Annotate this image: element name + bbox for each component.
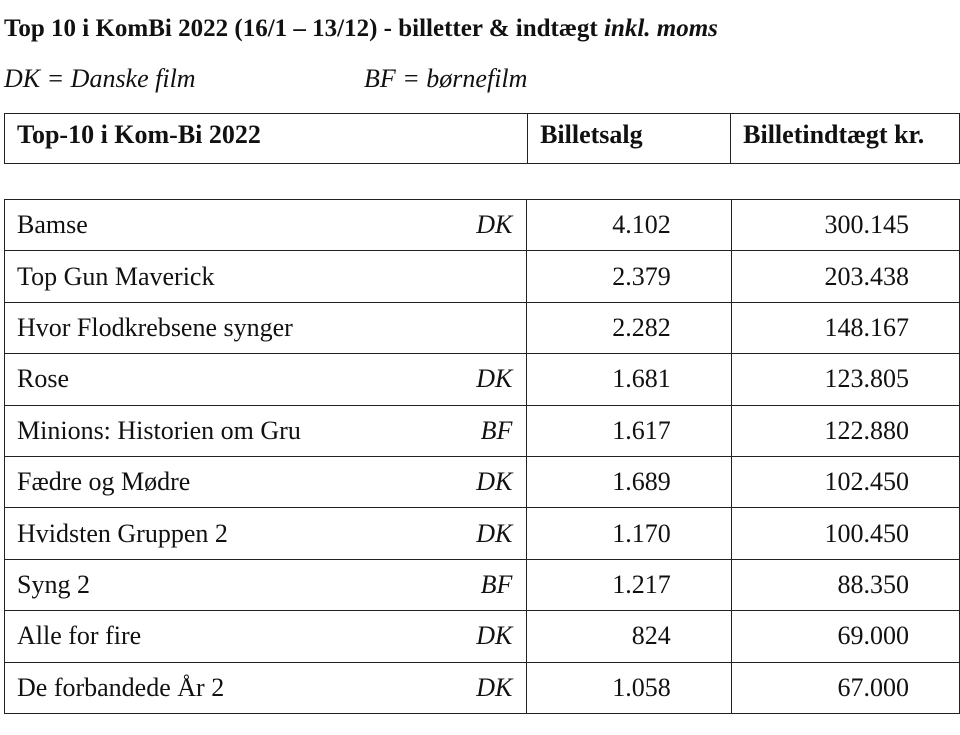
ticket-sales-value: 2.282 <box>526 301 732 355</box>
film-category-tag: DK <box>476 518 513 548</box>
header-ticket-sales: Billetsalg <box>527 113 732 164</box>
ticket-revenue-value: 122.880 <box>730 404 960 457</box>
film-cell: De forbandede År 2 DK <box>3 661 528 714</box>
ticket-revenue-value: 100.450 <box>730 507 960 560</box>
film-title: Fædre og Mødre <box>17 467 191 497</box>
table-row: Rose DK 1.681 123.805 <box>3 353 960 406</box>
film-title: Minions: Historien om Gru <box>17 415 301 445</box>
table-row: Hvor Flodkrebsene synger 2.282 148.167 <box>3 301 960 355</box>
table-row: Bamse DK 4.102 300.145 <box>3 198 960 252</box>
film-title: Hvidsten Gruppen 2 <box>17 518 228 548</box>
film-cell: Minions: Historien om Gru BF <box>3 404 528 457</box>
film-category-tag: BF <box>480 415 513 445</box>
film-cell: Alle for fire DK <box>3 610 528 663</box>
table-row: Hvidsten Gruppen 2 DK 1.170 100.450 <box>3 507 960 560</box>
table-row: Top Gun Maverick 2.379 203.438 <box>3 250 960 303</box>
ticket-sales-value: 2.379 <box>526 250 732 303</box>
film-title: Alle for fire <box>17 621 142 651</box>
legend-danish-films: DK = Danske film <box>4 64 196 93</box>
film-title: Rose <box>17 364 69 394</box>
film-cell: Fædre og Mødre DK <box>3 455 528 509</box>
film-category-tag: DK <box>476 467 513 497</box>
table-row: Syng 2 BF 1.217 88.350 <box>3 558 960 612</box>
header-row: Top-10 i Kom-Bi 2022 Billetsalg Billetin… <box>3 113 960 164</box>
header-table: Top-10 i Kom-Bi 2022 Billetsalg Billetin… <box>3 113 960 164</box>
table-row: De forbandede År 2 DK 1.058 67.000 <box>3 661 960 714</box>
film-title: Top Gun Maverick <box>17 261 215 291</box>
ticket-sales-value: 824 <box>526 610 732 663</box>
ticket-sales-value: 1.170 <box>526 507 732 560</box>
title-bold-text: Top 10 i KomBi 2022 (16/1 – 13/12) - bil… <box>4 15 604 42</box>
ticket-revenue-value: 123.805 <box>730 353 960 406</box>
film-cell: Hvor Flodkrebsene synger <box>3 301 528 355</box>
ticket-revenue-value: 67.000 <box>730 661 960 714</box>
film-cell: Top Gun Maverick <box>3 250 528 303</box>
film-cell: Rose DK <box>3 353 528 406</box>
header-film-title: Top-10 i Kom-Bi 2022 <box>3 113 529 164</box>
film-title: De forbandede År 2 <box>17 672 225 702</box>
film-category-tag: DK <box>476 621 513 651</box>
film-title: Hvor Flodkrebsene synger <box>17 312 293 342</box>
ticket-revenue-value: 102.450 <box>730 455 960 509</box>
film-cell: Syng 2 BF <box>3 558 528 612</box>
ticket-revenue-value: 88.350 <box>730 558 960 612</box>
film-category-tag: DK <box>476 364 513 394</box>
film-cell: Bamse DK <box>3 198 528 252</box>
header-ticket-revenue: Billetindtægt kr. <box>730 113 960 164</box>
table-row: Fædre og Mødre DK 1.689 102.450 <box>3 455 960 509</box>
ticket-sales-value: 1.617 <box>526 404 732 457</box>
ticket-sales-value: 1.217 <box>526 558 732 612</box>
film-category-tag: DK <box>476 210 513 240</box>
ticket-revenue-value: 203.438 <box>730 250 960 303</box>
document-title: Top 10 i KomBi 2022 (16/1 – 13/12) - bil… <box>4 14 718 44</box>
ticket-sales-value: 1.681 <box>526 353 732 406</box>
table-row: Minions: Historien om Gru BF 1.617 122.880 <box>3 404 960 457</box>
film-title: Bamse <box>17 210 88 240</box>
film-title: Syng 2 <box>17 569 90 599</box>
legend-childrens-films: BF = børnefilm <box>364 64 528 93</box>
film-cell: Hvidsten Gruppen 2 DK <box>3 507 528 560</box>
film-category-tag: BF <box>480 569 513 599</box>
ticket-sales-value: 1.058 <box>526 661 732 714</box>
ticket-sales-value: 1.689 <box>526 455 732 509</box>
ticket-revenue-value: 69.000 <box>730 610 960 663</box>
film-category-tag: DK <box>476 672 513 702</box>
table-body: Bamse DK 4.102 300.145 Top Gun Maverick 2.379… <box>3 198 960 714</box>
title-italic-text: inkl. moms <box>604 15 718 42</box>
ticket-revenue-value: 148.167 <box>730 301 960 355</box>
table-row: Alle for fire DK 824 69.000 <box>3 610 960 663</box>
ticket-sales-value: 4.102 <box>526 198 732 252</box>
top10-table: Bamse DK 4.102 300.145 Top Gun Maverick 2.379… <box>3 198 960 714</box>
ticket-revenue-value: 300.145 <box>730 198 960 252</box>
